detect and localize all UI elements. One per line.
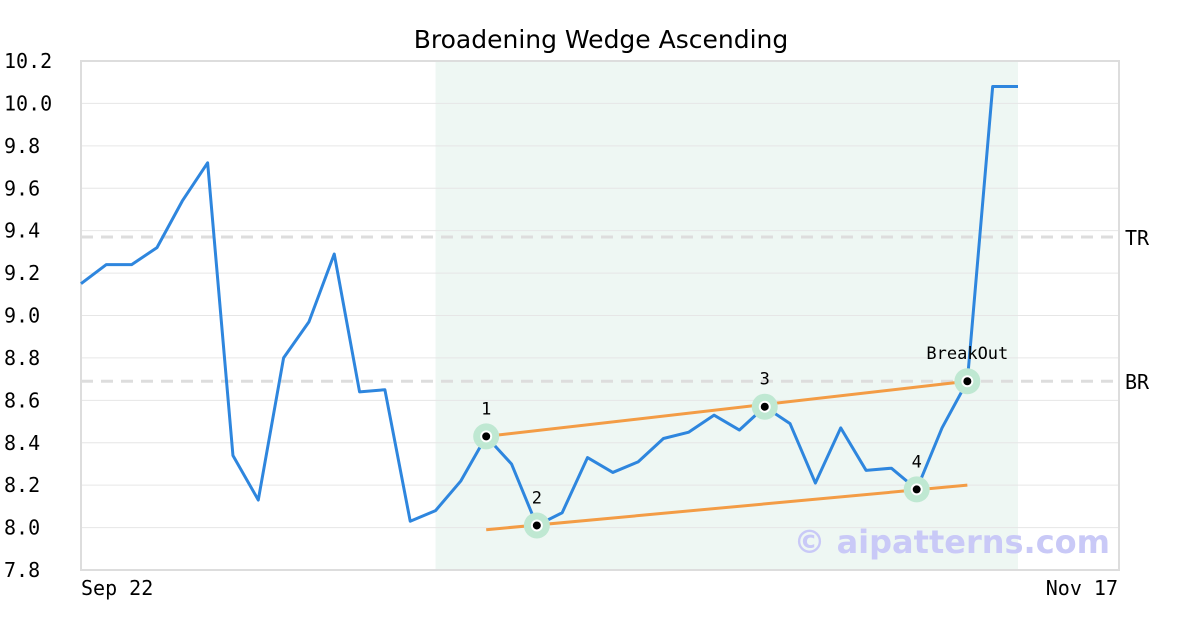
watermark: © aipatterns.com xyxy=(793,523,1110,561)
reference-lines: TR BR xyxy=(81,226,1150,394)
x-tick-end: Nov 17 xyxy=(1046,576,1118,600)
pivot-marker xyxy=(961,375,974,388)
x-tick-start: Sep 22 xyxy=(81,576,153,600)
chart-title: Broadening Wedge Ascending xyxy=(414,25,789,54)
pivot-marker xyxy=(910,483,923,496)
y-tick-label: 8.8 xyxy=(4,346,40,370)
plot-frame xyxy=(80,60,1120,571)
reference-line-label: BR xyxy=(1125,370,1150,394)
pivot-label: 1 xyxy=(481,399,491,419)
trend-line xyxy=(486,379,968,438)
grid xyxy=(81,60,1119,571)
y-tick-label: 9.0 xyxy=(4,304,40,328)
y-tick-label: 10.0 xyxy=(4,91,52,115)
pivot-label: 3 xyxy=(760,370,770,390)
pivot-label: 4 xyxy=(912,452,922,472)
pivot-marker xyxy=(530,519,543,532)
y-tick-label: 8.6 xyxy=(4,388,40,412)
pivot-label: BreakOut xyxy=(926,344,1008,364)
y-tick-label: 8.2 xyxy=(4,473,40,497)
pivot-points: 1 2 3 4 BreakOut xyxy=(473,344,1008,539)
y-tick-label: 9.8 xyxy=(4,134,40,158)
pivot-marker xyxy=(758,400,771,413)
y-tick-label: 8.0 xyxy=(4,516,40,540)
trend-lines xyxy=(486,379,968,532)
y-tick-label: 7.8 xyxy=(4,558,40,582)
price-line xyxy=(80,84,1018,527)
y-tick-label: 10.2 xyxy=(4,49,52,73)
y-tick-label: 9.6 xyxy=(4,176,40,200)
y-axis-ticks: 7.8 8.0 8.2 8.4 8.6 8.8 9.0 9.2 9.4 9.6 9.8 10.0 10.… xyxy=(4,49,52,582)
trend-line xyxy=(486,483,968,532)
y-tick-label: 8.4 xyxy=(4,431,40,455)
y-tick-label: 9.4 xyxy=(4,219,40,243)
y-tick-label: 9.2 xyxy=(4,261,40,285)
pivot-marker xyxy=(480,430,493,443)
pivot-label: 2 xyxy=(532,488,542,508)
reference-line-label: TR xyxy=(1125,226,1150,250)
